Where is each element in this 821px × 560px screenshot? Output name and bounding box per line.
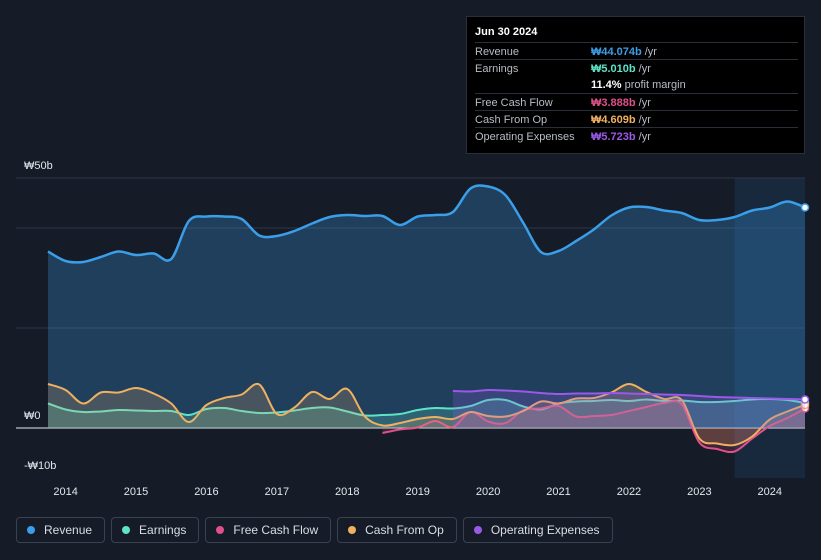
- x-tick-label: 2023: [687, 486, 711, 498]
- tooltip-label: Operating Expenses: [475, 131, 575, 143]
- cash-from-op-line: [47, 382, 806, 447]
- y-tick-label-zero: ₩0: [24, 410, 41, 422]
- legend-item-operating-expenses[interactable]: Operating Expenses: [462, 517, 613, 543]
- cash-from-op-area: [48, 383, 805, 446]
- tooltip: Jun 30 2024 Revenue ₩44.074b/yr Earnings…: [466, 16, 805, 154]
- tooltip-row-revenue: Revenue ₩44.074b/yr: [475, 42, 798, 60]
- x-tick-label: 2024: [758, 486, 782, 498]
- x-axis: 2014 2015 2016 2017 2018 2019 2020 2021 2022 2023…: [53, 486, 782, 498]
- x-tick-label: 2015: [124, 486, 148, 498]
- y-tick-label-top: ₩50b: [24, 160, 53, 172]
- tooltip-value: ₩5.010b/yr: [591, 63, 651, 75]
- tooltip-label: Revenue: [475, 46, 520, 58]
- legend-label: Cash From Op: [365, 523, 444, 537]
- legend-item-free-cash-flow[interactable]: Free Cash Flow: [205, 517, 332, 543]
- tooltip-label: Cash From Op: [475, 114, 548, 126]
- free-cash-flow-line: [382, 400, 806, 454]
- x-tick-label: 2014: [53, 486, 77, 498]
- tooltip-row-free-cash-flow: Free Cash Flow ₩3.888b/yr: [475, 93, 798, 111]
- revenue-line: [47, 184, 806, 264]
- legend-label: Free Cash Flow: [233, 523, 319, 537]
- tooltip-row-cash-from-op: Cash From Op ₩4.609b/yr: [475, 110, 798, 128]
- tooltip-value: ₩5.723b/yr: [591, 131, 651, 143]
- x-tick-label: 2019: [405, 486, 429, 498]
- x-tick-label: 2018: [335, 486, 359, 498]
- legend-item-earnings[interactable]: Earnings: [111, 517, 200, 543]
- x-tick-label: 2020: [476, 486, 500, 498]
- tooltip-row-operating-expenses: Operating Expenses ₩5.723b/yr: [475, 127, 798, 145]
- tooltip-value: ₩4.609b/yr: [591, 114, 651, 126]
- operating-expenses-line: [452, 388, 806, 401]
- legend-label: Earnings: [139, 523, 187, 537]
- x-tick-label: 2016: [194, 486, 218, 498]
- tooltip-label: Free Cash Flow: [475, 97, 553, 109]
- tooltip-label: Earnings: [475, 63, 519, 75]
- legend-dot-icon: [348, 526, 357, 534]
- operating-expenses-area: [452, 389, 805, 428]
- series-layer: [47, 184, 810, 454]
- tooltip-value: ₩3.888b/yr: [591, 97, 651, 109]
- legend-item-revenue[interactable]: Revenue: [16, 517, 106, 543]
- earnings-area: [48, 398, 805, 428]
- tooltip-value: 11.4% profit margin: [591, 79, 686, 91]
- legend-dot-icon: [27, 526, 35, 534]
- tooltip-value: ₩44.074b/yr: [591, 46, 657, 58]
- tooltip-row-earnings: Earnings ₩5.010b/yr: [475, 59, 798, 77]
- revenue-area: [48, 185, 805, 428]
- y-tick-label-bottom: -₩10b: [24, 460, 57, 472]
- x-tick-label: 2022: [617, 486, 641, 498]
- legend-dot-icon: [473, 526, 482, 534]
- legend-item-cash-from-op[interactable]: Cash From Op: [337, 517, 457, 543]
- revenue-end-marker: [800, 203, 810, 212]
- legend-label: Revenue: [44, 523, 93, 537]
- x-tick-label: 2017: [265, 486, 289, 498]
- legend: Revenue Earnings Free Cash Flow Cash Fro…: [16, 517, 613, 545]
- grid: [16, 177, 805, 478]
- earnings-line: [47, 397, 806, 417]
- legend-dot-icon: [216, 526, 225, 534]
- tooltip-row-margin: 11.4% profit margin: [475, 76, 798, 93]
- legend-label: Operating Expenses: [490, 523, 600, 537]
- operating-expenses-end-marker: [800, 395, 810, 404]
- tooltip-date: Jun 30 2024: [475, 26, 538, 38]
- x-tick-label: 2021: [546, 486, 570, 498]
- legend-dot-icon: [122, 526, 131, 534]
